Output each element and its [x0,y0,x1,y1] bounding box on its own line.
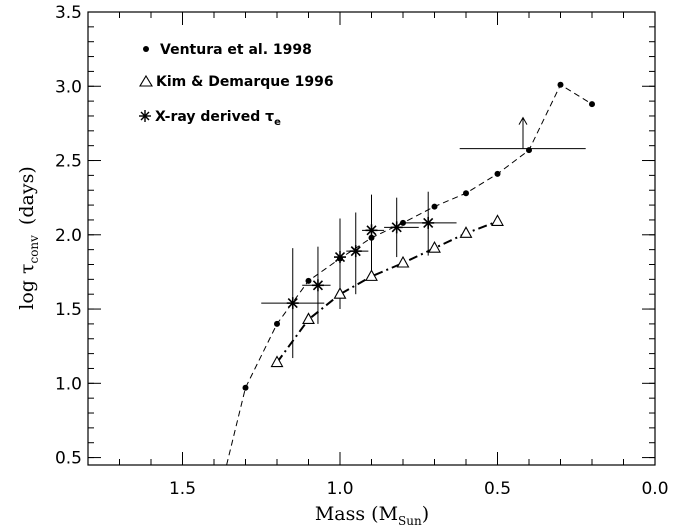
y-tick-label: 1.0 [55,374,82,394]
xray-point-stroke [391,222,402,233]
x-tick-label: 0.5 [484,479,511,499]
kim-point [459,226,473,238]
ventura-point [463,190,469,197]
y-axis-label: log τconv(days) [16,166,41,310]
ventura-point [274,320,280,327]
y-tick-label: 3.0 [55,77,82,97]
kim-point [365,269,378,281]
legend-triangle-marker [139,74,153,87]
xray-point [334,251,346,264]
y-tick-label: 2.5 [55,152,82,172]
ventura-point [494,170,501,177]
ventura-point [589,101,595,108]
axis-ticks [87,11,656,465]
kim-point [428,241,441,253]
xray-point [390,221,403,234]
legend-item-kim: Kim & Demarque 1996 [139,74,334,90]
xray-point-stroke [334,251,346,263]
series-lines [226,84,593,466]
legend-label-xray: X-ray derived τe [155,109,281,128]
xray-point-stroke [366,225,377,236]
kim-dashdot-line [276,220,498,364]
xray-point [286,297,299,310]
xray-point [349,245,362,258]
legend-label-kim: Kim & Demarque 1996 [156,74,334,90]
x-tick-label: 1.5 [169,479,196,499]
ventura-point [305,277,312,284]
xray-point-stroke [350,246,361,257]
tick-labels: 1.5 1.0 0.5 0.0 0.5 1.0 1.5 2.0 2.5 3.0 3.5 [55,3,669,499]
legend-asterisk-marker [139,110,151,122]
kim-point [491,214,504,226]
data-markers [242,81,595,391]
xray-point [422,216,435,229]
xray-lower-limit-arrowhead [518,116,528,125]
xray-point-stroke [312,280,324,291]
xray-point [311,279,324,292]
ventura-dashed-line [226,84,593,466]
ventura-point [431,203,438,210]
y-tick-label: 1.5 [55,300,82,320]
kim-point [302,312,315,324]
x-tick-label: 0.0 [641,479,668,499]
ventura-point [526,147,532,154]
y-tick-label: 3.5 [55,3,82,23]
kim-point [333,287,347,299]
ventura-point [557,81,564,88]
legend-dot-marker [143,46,149,52]
kim-point [270,355,284,368]
legend-item-xray: X-ray derived τe [139,109,281,128]
ventura-point [368,234,375,241]
y-tick-label: 0.5 [55,449,82,469]
kim-point [396,255,410,268]
legend: Ventura et al. 1998 Kim & Demarque 1996 … [139,42,334,128]
x-axis-label: Mass (MSun) [315,503,429,528]
y-tick-label: 2.0 [55,226,82,246]
ventura-point [400,219,406,226]
x-tick-label: 1.0 [326,479,353,499]
xray-point [365,224,378,237]
legend-item-ventura: Ventura et al. 1998 [143,42,312,58]
ventura-point [242,384,249,391]
legend-label-ventura: Ventura et al. 1998 [160,42,312,58]
xray-point-stroke [423,217,434,228]
xray-point-stroke [287,298,298,309]
